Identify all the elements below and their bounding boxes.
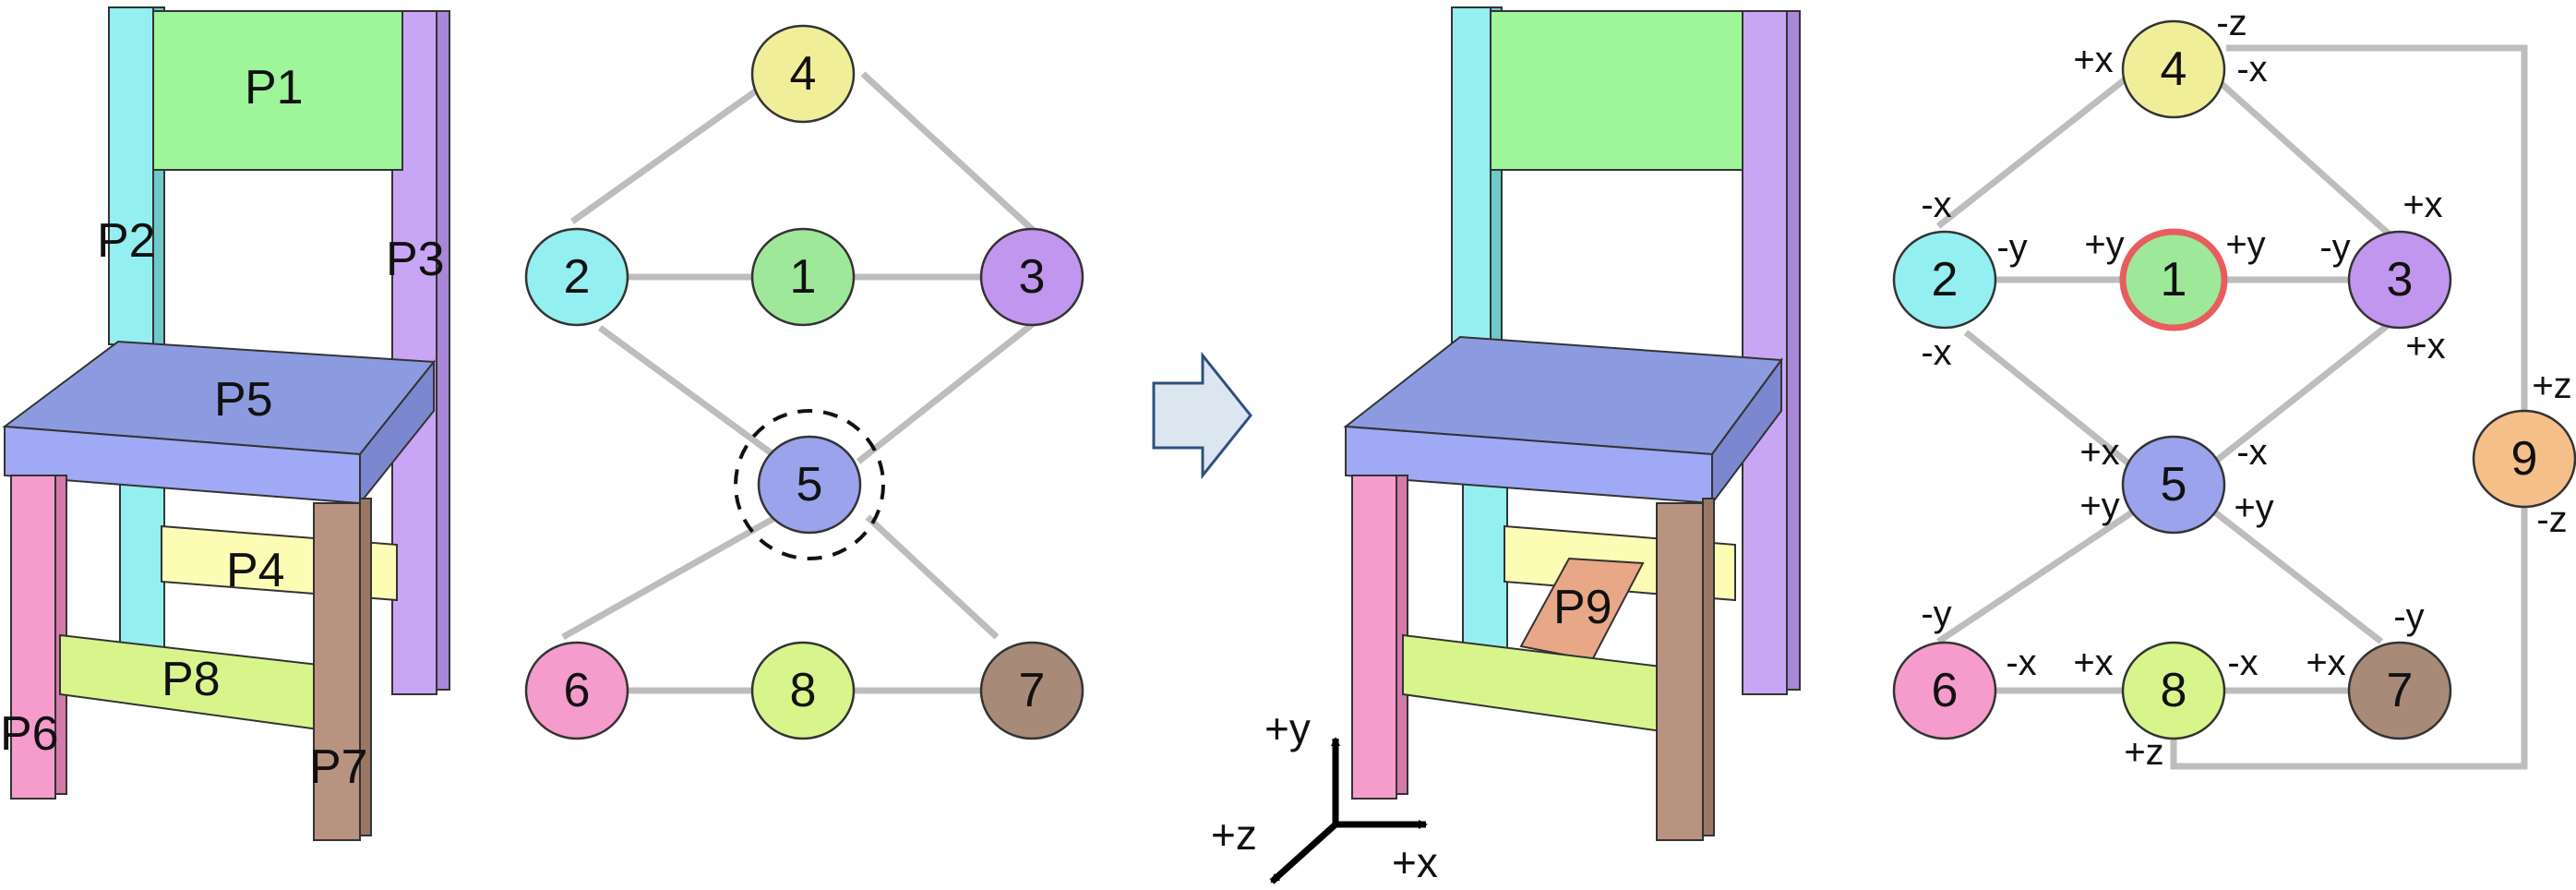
port-label: +x <box>2405 326 2445 367</box>
port-label: -x <box>2236 49 2267 90</box>
port-label: +y <box>2234 487 2273 528</box>
axis-z-label: +z <box>1211 811 1257 859</box>
port-label: +x <box>2073 643 2113 683</box>
node-6: 6 <box>524 641 629 740</box>
label-p3: P3 <box>386 233 445 286</box>
svg-text:7: 7 <box>1019 664 1046 717</box>
node-3: 3 <box>2347 230 2452 330</box>
node-8: 8 <box>750 641 856 740</box>
label-p7: P7 <box>309 740 368 794</box>
port-label: -x <box>1921 332 1951 373</box>
port-label: +z <box>2532 366 2571 406</box>
port-label: -y <box>1996 227 2027 268</box>
chair-modified: P9 <box>1343 6 1801 841</box>
part-p2-post <box>108 6 154 345</box>
port-label: -x <box>1921 185 1951 225</box>
chair-original: P1 P2 P3 P4 P5 P6 P7 P8 <box>0 6 450 841</box>
selected-node-ring <box>734 409 885 560</box>
node-5: 5 <box>757 435 862 535</box>
port-label: +x <box>2306 643 2345 683</box>
axis-x-label: +x <box>1392 838 1438 886</box>
node-7: 7 <box>2347 641 2452 740</box>
svg-text:2: 2 <box>1932 253 1959 307</box>
node-4: 4 <box>2121 19 2226 119</box>
part-p7-leg <box>313 502 361 841</box>
axes-indicator: +y +x +z <box>1211 704 1438 886</box>
svg-text:6: 6 <box>564 664 591 717</box>
node-3: 3 <box>979 227 1084 327</box>
node-7: 7 <box>979 641 1084 740</box>
port-labels: +x -z -x -x -y -x +y +y -y +x +x +x -x +… <box>1921 3 2571 773</box>
port-label: -x <box>2227 643 2258 683</box>
label-p8: P8 <box>162 653 221 706</box>
svg-text:7: 7 <box>2387 664 2414 717</box>
port-label: -y <box>2393 596 2424 637</box>
port-label: +y <box>2079 486 2119 526</box>
part-p1-backrest <box>152 10 403 171</box>
label-p4: P4 <box>226 544 285 597</box>
port-label: -z <box>2536 499 2567 540</box>
svg-text:6: 6 <box>1932 664 1959 717</box>
port-label: +y <box>2084 224 2124 265</box>
svg-text:1: 1 <box>2161 253 2187 307</box>
node-2: 2 <box>1892 230 1997 330</box>
node-1: 1 <box>750 227 856 327</box>
node-4: 4 <box>750 24 856 124</box>
node-1: 1 <box>2119 228 2228 331</box>
label-p9: P9 <box>1553 581 1612 634</box>
svg-text:1: 1 <box>790 250 817 304</box>
axis-y-label: +y <box>1264 704 1311 752</box>
label-p2: P2 <box>97 214 156 268</box>
port-label: -y <box>2319 227 2350 268</box>
svg-text:2: 2 <box>564 250 591 304</box>
svg-text:5: 5 <box>797 458 823 511</box>
port-label: +z <box>2124 732 2163 773</box>
label-p5: P5 <box>214 373 273 427</box>
port-label: -x <box>2236 432 2267 473</box>
svg-text:8: 8 <box>2161 664 2187 717</box>
svg-text:4: 4 <box>2161 42 2187 96</box>
svg-text:8: 8 <box>790 664 817 717</box>
label-p1: P1 <box>245 61 304 114</box>
port-label: +y <box>2225 224 2265 265</box>
port-label: +x <box>2079 432 2119 473</box>
node-6: 6 <box>1892 641 1997 740</box>
node-8: 8 <box>2121 641 2226 740</box>
node-5: 5 <box>2121 435 2226 535</box>
svg-text:5: 5 <box>2161 458 2187 511</box>
svg-text:4: 4 <box>790 47 817 101</box>
port-label: -y <box>1921 594 1951 634</box>
svg-text:9: 9 <box>2511 432 2538 486</box>
port-label: +x <box>2073 40 2113 80</box>
node-2: 2 <box>524 227 629 327</box>
port-label: -z <box>2216 3 2247 43</box>
graph-modified: 4 2 1 3 5 6 8 7 9 +x -z -x -x -y -x +y +… <box>1892 3 2576 773</box>
svg-text:3: 3 <box>1019 250 1046 304</box>
label-p6: P6 <box>0 707 59 761</box>
graph-original: 4 2 1 3 5 6 8 7 <box>524 24 1084 740</box>
port-label: +x <box>2402 185 2442 225</box>
svg-text:3: 3 <box>2387 253 2414 307</box>
node-9: 9 <box>2472 409 2576 509</box>
port-label: -x <box>2006 643 2036 683</box>
transition-arrow <box>1152 351 1252 480</box>
